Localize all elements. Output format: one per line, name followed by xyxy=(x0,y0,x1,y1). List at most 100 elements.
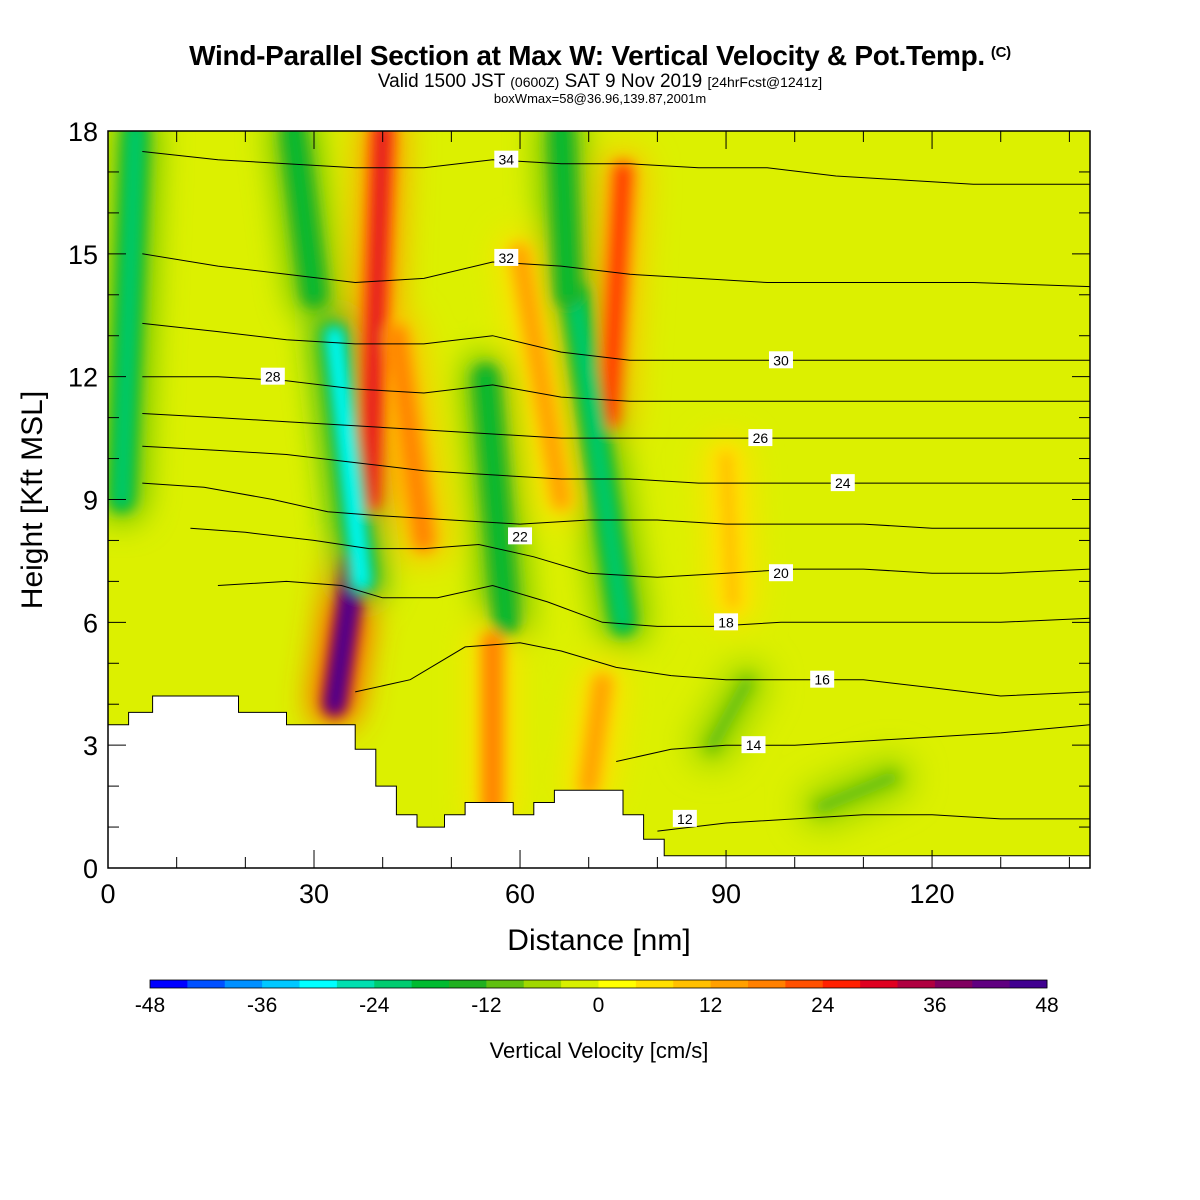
colorbar-swatch xyxy=(748,980,786,988)
colorbar-tick-label: 48 xyxy=(1035,994,1058,1017)
theta-label-bg xyxy=(741,736,766,754)
theta-label-bg xyxy=(768,351,793,369)
colorbar-tick-label: -24 xyxy=(359,994,390,1017)
chart-subtitle: Valid 1500 JST (0600Z) SAT 9 Nov 2019 [2… xyxy=(0,72,1200,91)
theta-label-bg xyxy=(768,564,793,582)
velocity-cell-core xyxy=(816,771,897,813)
theta-contour-line xyxy=(142,151,1090,185)
theta-contour-label: 16 xyxy=(814,672,830,688)
colorbar-swatch xyxy=(411,980,450,988)
theta-label-bg xyxy=(508,527,533,545)
theta-label-bg xyxy=(714,613,739,631)
theta-label-bg xyxy=(260,367,285,385)
forecast-info: [24hrFcst@1241z] xyxy=(707,74,823,90)
colorbar-tick-label: -36 xyxy=(247,994,277,1017)
x-tick-label: 60 xyxy=(505,879,535,909)
theta-contour-label: 18 xyxy=(718,614,734,630)
colorbar-frame xyxy=(149,979,1048,989)
velocity-cell-core xyxy=(514,247,568,506)
theta-contour-line xyxy=(657,814,1090,832)
velocity-cell-core xyxy=(362,131,389,506)
theta-label-bg xyxy=(810,670,835,688)
theta-contour-line xyxy=(142,482,1090,529)
theta-contour-label: 34 xyxy=(499,152,515,168)
theta-contour-label: 22 xyxy=(512,528,528,544)
velocity-cell-core xyxy=(603,165,630,424)
colorbar-tick-label: 0 xyxy=(593,994,605,1017)
y-tick-label: 6 xyxy=(83,608,98,638)
theta-contour-line xyxy=(142,445,1090,484)
terrain-mask xyxy=(107,695,1091,869)
colorbar-swatch xyxy=(299,980,338,988)
theta-contour-label: 14 xyxy=(746,737,762,753)
colorbar-swatch xyxy=(336,980,375,988)
valid-time: Valid 1500 JST xyxy=(377,71,505,92)
theta-contour-label: 30 xyxy=(773,352,789,368)
colorbar-swatch xyxy=(224,980,263,988)
y-axis-title: Height [Kft MSL] xyxy=(16,391,49,609)
utc-time: (0600Z) xyxy=(510,74,560,90)
colorbar-swatch xyxy=(934,980,973,988)
colorbar-swatch xyxy=(523,980,562,988)
theta-contour-labels: 12 14 16 18 20 22 24 26 28 30 32 34 xyxy=(260,150,855,827)
theta-label-bg xyxy=(748,429,773,447)
colorbar-tick-label: 24 xyxy=(811,994,835,1017)
copyright-mark: (C) xyxy=(990,44,1011,61)
colorbar-tick-label: 12 xyxy=(699,994,722,1017)
colorbar-tick-label: -12 xyxy=(471,994,501,1017)
box-wmax-note: boxWmax=58@36.96,139.87,2001m xyxy=(493,91,707,106)
valid-date: SAT 9 Nov 2019 xyxy=(564,71,703,92)
velocity-cell-core xyxy=(706,677,753,752)
velocity-cell-core xyxy=(287,131,321,301)
colorbar-swatch xyxy=(1009,980,1048,988)
theta-contour-label: 20 xyxy=(773,565,789,581)
colorbar-swatch xyxy=(486,980,525,988)
chart-title-text: Wind-Parallel Section at Max W: Vertical… xyxy=(189,40,985,71)
theta-contours xyxy=(142,151,1090,832)
title-block: Wind-Parallel Section at Max W: Vertical… xyxy=(0,42,1200,106)
y-tick-label: 0 xyxy=(83,854,98,884)
colorbar-swatch xyxy=(598,980,637,988)
colorbar-swatch xyxy=(897,980,936,988)
y-axis: 0 3 6 9 12 15 18 xyxy=(68,117,1090,884)
y-tick-label: 18 xyxy=(68,117,98,147)
colorbar-title: Vertical Velocity [cm/s] xyxy=(490,1038,709,1063)
colorbar-tick-label: -48 xyxy=(135,994,165,1017)
velocity-cell-core xyxy=(555,131,575,301)
y-tick-label: 12 xyxy=(68,363,98,393)
theta-contour-label: 26 xyxy=(753,430,769,446)
colorbar-swatch xyxy=(635,980,674,988)
velocity-cell-core xyxy=(720,452,739,608)
x-axis: 0 30 60 90 120 xyxy=(100,131,1070,909)
colorbar: -48 -36 -24 -12 0 12 24 36 48 xyxy=(135,979,1059,1017)
theta-label-bg xyxy=(494,150,519,168)
x-tick-label: 120 xyxy=(910,879,955,909)
velocity-cell-core xyxy=(568,288,630,629)
colorbar-swatch xyxy=(822,980,861,988)
velocity-cell-core xyxy=(115,131,142,506)
colorbar-swatch xyxy=(972,980,1011,988)
y-tick-label: 15 xyxy=(68,240,98,270)
x-tick-label: 0 xyxy=(100,879,115,909)
x-tick-label: 30 xyxy=(299,879,329,909)
theta-label-bg xyxy=(830,474,855,492)
velocity-field-core xyxy=(108,131,904,820)
chart-title: Wind-Parallel Section at Max W: Vertical… xyxy=(0,42,1200,70)
theta-contour-line xyxy=(142,253,1090,288)
theta-contour-line xyxy=(190,527,1090,578)
y-tick-label: 9 xyxy=(83,486,98,516)
theta-label-bg xyxy=(672,809,697,827)
colorbar-swatch xyxy=(860,980,898,988)
y-tick-label: 3 xyxy=(83,731,98,761)
colorbar-tick-label: 36 xyxy=(923,994,946,1017)
velocity-cell-core xyxy=(582,677,609,793)
theta-contour-label: 28 xyxy=(265,369,281,385)
colorbar-swatch xyxy=(785,980,824,988)
colorbar-swatch xyxy=(150,980,188,988)
velocity-cell-core xyxy=(328,329,369,588)
colorbar-swatch xyxy=(449,980,487,988)
colorbar-swatch xyxy=(673,980,712,988)
colorbar-swatch xyxy=(374,980,413,988)
colorbar-swatch xyxy=(262,980,300,988)
